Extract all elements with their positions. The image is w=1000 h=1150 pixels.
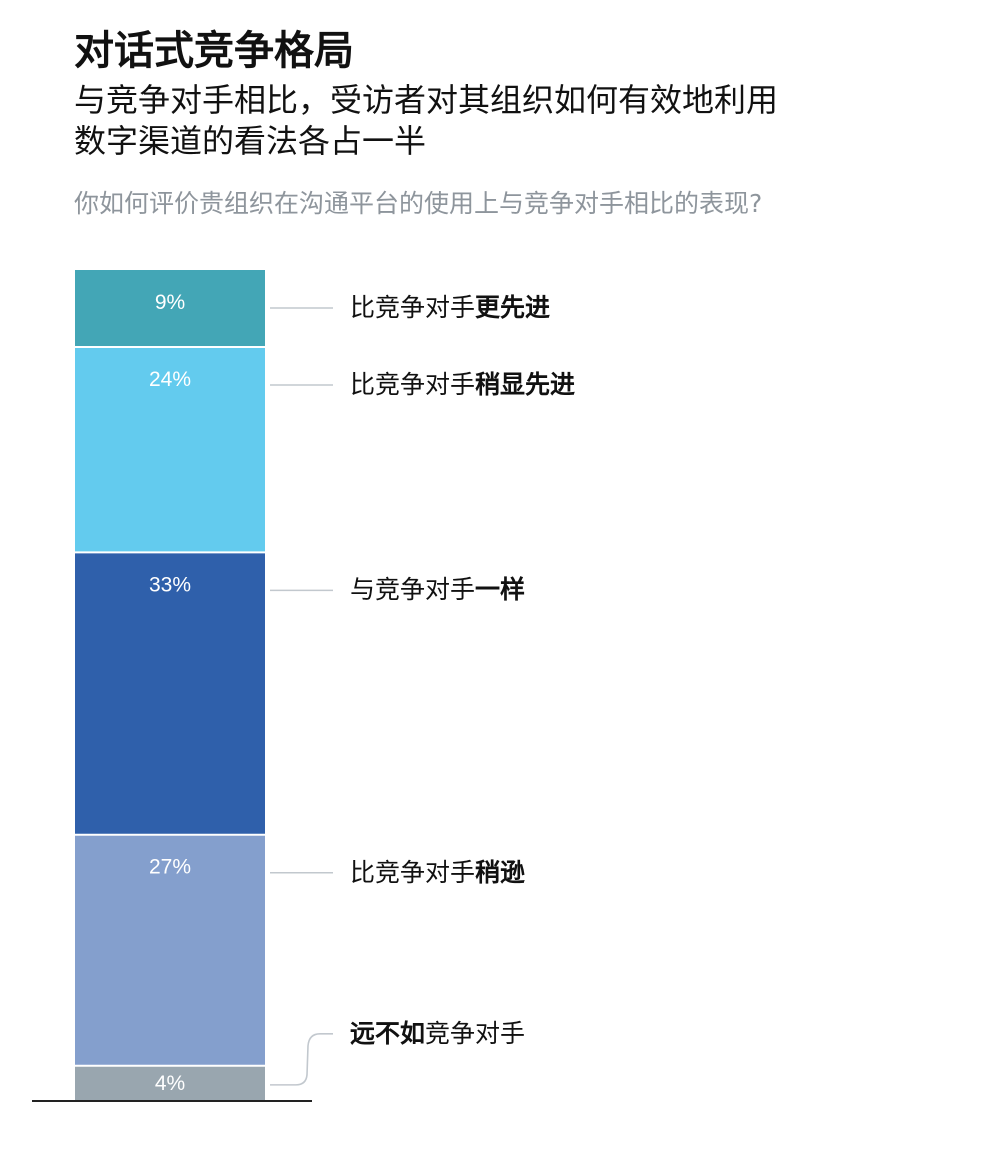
category-label: 远不如竞争对手 [350,1019,525,1049]
category-label-emphasis: 稍显先进 [475,370,576,399]
chart-subtitle: 与竞争对手相比，受访者对其组织如何有效地利用 数字渠道的看法各占一半 [74,80,778,162]
value-label: 4% [155,1072,185,1095]
bar-segment-2 [75,347,265,553]
value-label: 24% [149,368,191,391]
category-label-emphasis: 稍逊 [475,857,526,887]
category-label: 比竞争对手稍逊 [350,858,525,888]
category-label: 比竞争对手更先进 [350,293,550,323]
subtitle-line-2: 数字渠道的看法各占一半 [74,122,427,160]
value-label: 27% [149,856,191,879]
category-label-emphasis: 一样 [475,575,526,605]
bar-segment-5 [75,1065,265,1100]
bar-segment-3 [75,552,265,835]
category-label-text: 竞争对手 [425,1018,526,1048]
bar-segment-4 [75,834,265,1066]
leader-line [270,1032,333,1086]
category-label-text: 与竞争对手 [350,575,476,605]
value-label: 33% [149,573,191,596]
category-label: 与竞争对手一样 [350,575,525,605]
survey-question: 你如何评价贵组织在沟通平台的使用上与竞争对手相比的表现? [74,189,763,218]
subtitle-line-1: 与竞争对手相比，受访者对其组织如何有效地利用 [74,81,779,119]
category-label-emphasis: 更先进 [475,293,551,322]
bar-segment-1 [75,270,265,348]
value-label: 9% [155,291,185,314]
category-label-text: 比竞争对手 [350,370,476,399]
category-label-text: 比竞争对手 [350,293,476,322]
chart-title: 对话式竞争格局 [74,28,354,74]
category-label: 比竞争对手稍显先进 [350,370,575,400]
category-label-text: 比竞争对手 [350,857,476,887]
category-label-emphasis: 远不如 [350,1018,426,1048]
